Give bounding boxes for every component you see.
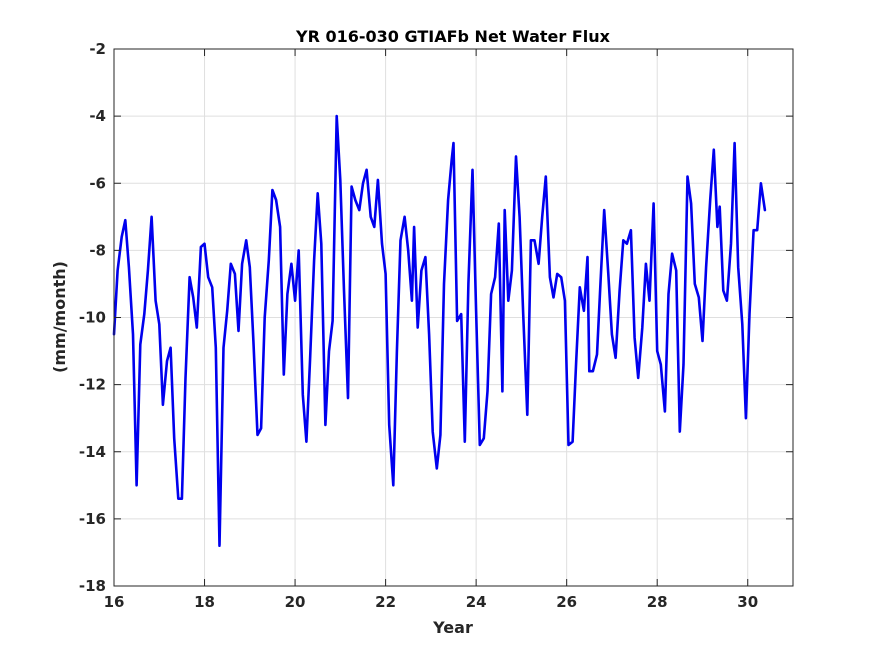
y-tick-labels: -18 -16 -14 -12 -10 -8 -6 -4 -2 [79, 40, 106, 595]
x-tick-label: 30 [737, 593, 758, 611]
chart-title: YR 016-030 GTIAFb Net Water Flux [295, 27, 611, 46]
x-tick-label: 20 [285, 593, 306, 611]
x-tick-label: 16 [104, 593, 125, 611]
ticks [113, 48, 793, 587]
y-axis-label: (mm/month) [50, 261, 69, 373]
x-tick-label: 26 [556, 593, 577, 611]
y-tick-label: -6 [89, 174, 106, 192]
y-tick-label: -4 [89, 107, 106, 125]
x-tick-label: 24 [466, 593, 487, 611]
series-layer [112, 114, 767, 547]
x-tick-label: 22 [375, 593, 396, 611]
y-tick-label: -8 [89, 241, 106, 259]
y-tick-label: -12 [79, 376, 106, 394]
y-tick-label: -10 [79, 309, 106, 327]
y-tick-label: -14 [79, 443, 106, 461]
y-tick-label: -2 [89, 40, 106, 58]
x-axis-label: Year [432, 618, 473, 637]
x-tick-labels: 16 18 20 22 24 26 28 30 [104, 593, 759, 611]
y-tick-label: -18 [79, 577, 106, 595]
x-tick-label: 28 [647, 593, 668, 611]
x-tick-label: 18 [194, 593, 215, 611]
y-tick-label: -16 [79, 510, 106, 528]
series-line [112, 114, 767, 547]
